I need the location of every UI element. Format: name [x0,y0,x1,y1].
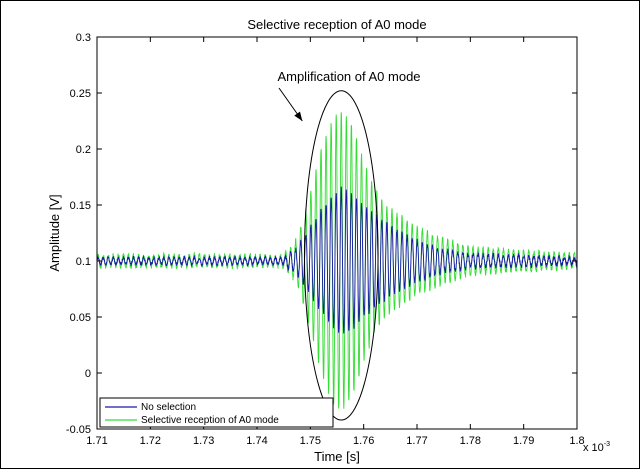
annotation-text: Amplification of A0 mode [277,69,420,84]
x-tick-label: 1.74 [246,435,267,447]
x-tick-label: 1.77 [406,435,427,447]
axes-box [96,36,578,430]
x-tick-label: 1.78 [460,435,481,447]
y-tick-label: 0 [85,368,91,380]
x-tick-label: 1.71 [86,435,107,447]
annotation-group: Amplification of A0 mode [277,69,421,421]
series-line-0 [96,186,578,334]
y-tick-label: 0.15 [70,200,91,212]
y-tick-label: 0.25 [70,88,91,100]
annotation-arrowhead [294,111,303,121]
y-tick-label: 0.05 [70,312,91,324]
legend-label-no-selection: No selection [141,402,196,413]
x-tick-label: 1.8 [569,435,584,447]
x-axis-label: Time [s] [314,449,360,464]
y-ticks: -0.05 0 0.05 0.1 0.15 0.2 0.25 0.3 [66,32,577,436]
y-tick-label: -0.05 [66,424,91,436]
x-tick-label: 1.75 [300,435,321,447]
annotation-ellipse [303,90,379,421]
chart-title: Selective reception of A0 mode [247,17,426,32]
y-axis-label: Amplitude [V] [47,194,62,271]
legend: No selection Selective reception of A0 m… [99,397,334,428]
x-exponent-label: x 10-3 [583,441,610,454]
y-tick-label: 0.1 [76,256,91,268]
x-exponent-base: x 10 [583,442,604,454]
x-tick-label: 1.79 [513,435,534,447]
legend-label-selective-reception: Selective reception of A0 mode [141,415,279,426]
legend-box [99,397,334,428]
y-tick-label: 0.2 [76,144,91,156]
x-tick-label: 1.72 [140,435,161,447]
y-tick-label: 0.3 [76,32,91,44]
data-traces [96,112,578,410]
x-exponent-power: -3 [604,441,610,448]
x-tick-label: 1.76 [353,435,374,447]
x-tick-label: 1.73 [193,435,214,447]
